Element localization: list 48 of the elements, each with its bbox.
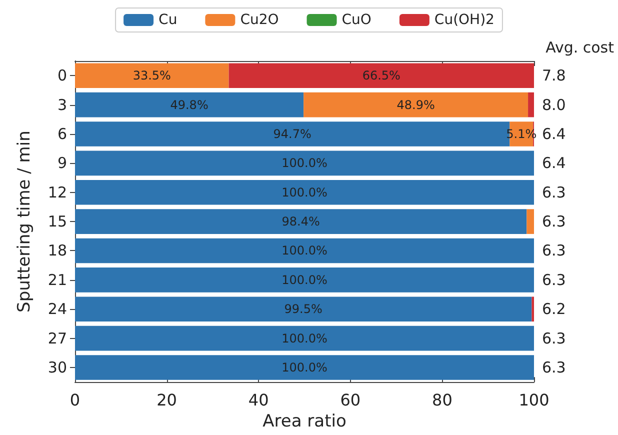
y2-axis-title: Avg. cost xyxy=(546,38,614,56)
y2-tick-label: 6.3 xyxy=(542,358,566,377)
x-tick-label: 100 xyxy=(518,390,550,410)
y2-tick-label: 6.3 xyxy=(542,329,566,348)
data-label: 48.9% xyxy=(396,98,435,112)
y-tick-label: 21 xyxy=(48,270,67,289)
y2-tick-label: 6.4 xyxy=(542,124,566,143)
x-tick-label: 40 xyxy=(248,390,269,410)
x-tick-label: 20 xyxy=(156,390,177,410)
data-label: 49.8% xyxy=(170,98,208,112)
y-tick-label: 9 xyxy=(57,154,67,172)
y2-tick-label: 6.3 xyxy=(542,212,566,231)
y-tick-label: 0 xyxy=(57,66,67,85)
y-tick-label: 15 xyxy=(48,212,67,231)
y2-tick-label: 6.2 xyxy=(542,300,566,318)
legend-label: CuO xyxy=(342,12,372,28)
data-label: 66.5% xyxy=(362,68,400,83)
y2-tick-label: 7.8 xyxy=(542,66,566,85)
y2-tick-label: 6.3 xyxy=(542,242,566,260)
data-label: 100.0% xyxy=(282,185,328,200)
y2-tick-label: 6.3 xyxy=(542,183,566,202)
y-tick-label: 30 xyxy=(48,358,67,377)
x-axis-title: Area ratio xyxy=(262,412,346,432)
y-tick-label: 12 xyxy=(48,183,67,202)
y-axis-title: Sputtering time / min xyxy=(14,130,34,312)
y-tick-label: 27 xyxy=(48,329,67,348)
y2-tick-label: 8.0 xyxy=(542,96,566,114)
legend-label: Cu xyxy=(158,12,178,28)
y-tick-label: 24 xyxy=(48,300,67,318)
data-label: 99.5% xyxy=(284,302,322,316)
y-tick-label: 6 xyxy=(57,124,67,143)
x-tick-label: 80 xyxy=(432,390,452,410)
data-label: 94.7% xyxy=(273,126,312,141)
y-tick-label: 18 xyxy=(48,242,67,260)
y2-tick-label: 6.4 xyxy=(542,154,566,172)
legend-label: Cu2O xyxy=(240,12,279,28)
data-label: 98.4% xyxy=(282,214,320,229)
x-tick-label: 0 xyxy=(70,390,80,410)
data-label: 100.0% xyxy=(282,360,328,375)
data-label: 100.0% xyxy=(282,272,328,287)
y2-tick-label: 6.3 xyxy=(542,270,566,289)
y-tick-label: 3 xyxy=(57,96,67,114)
x-tick-label: 60 xyxy=(340,390,361,410)
data-label: 33.5% xyxy=(132,68,171,83)
data-label: 100.0% xyxy=(282,331,328,346)
legend-label: Cu(OH)2 xyxy=(434,12,494,28)
data-label: 100.0% xyxy=(282,156,328,170)
data-label: 100.0% xyxy=(282,244,328,258)
